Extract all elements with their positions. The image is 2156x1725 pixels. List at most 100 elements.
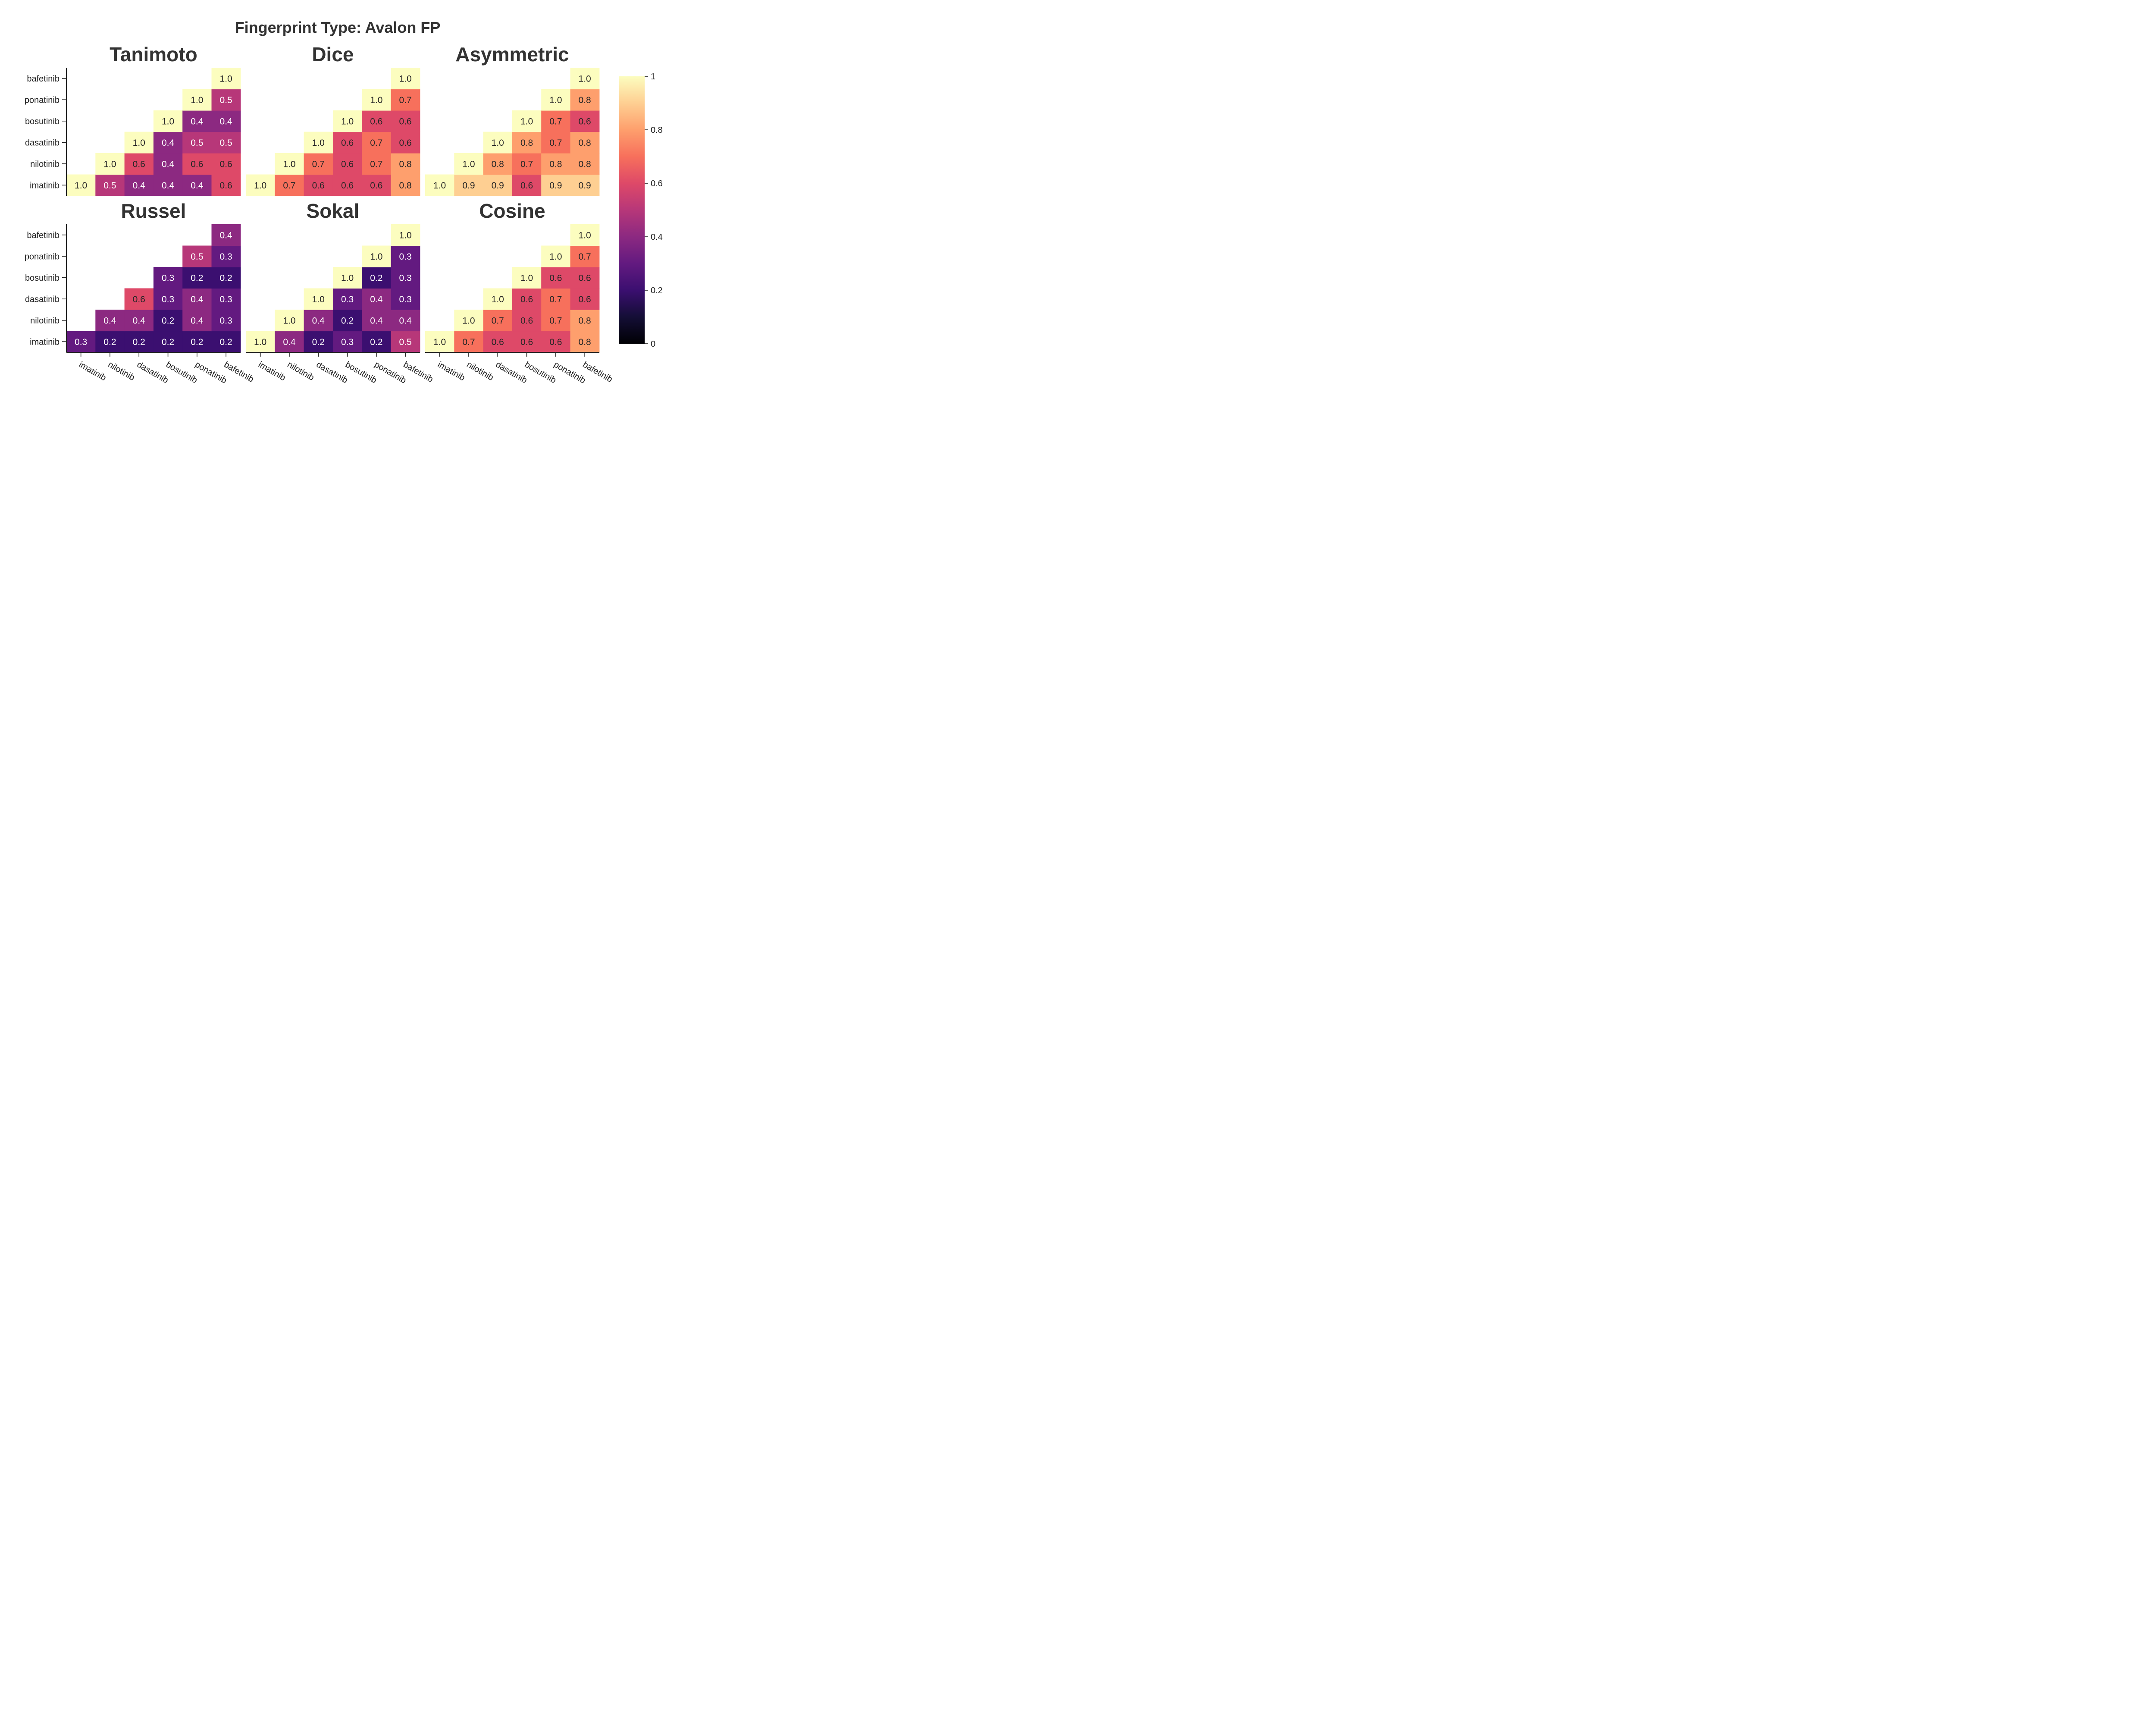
heatmap-cell-asymmetric-nilotinib-ponatinib: [541, 153, 571, 175]
heatmap-cell-russel-nilotinib-bafetinib: [211, 310, 241, 332]
cell-value-label: 0.6: [133, 295, 145, 304]
cell-value-label: 0.4: [133, 181, 146, 191]
cell-value-label: 0.3: [399, 273, 412, 283]
heatmap-cell-russel-nilotinib-nilotinib: [95, 310, 125, 332]
cell-value-label: 0.2: [220, 273, 232, 283]
cell-value-label: 0.6: [341, 181, 354, 191]
y-tick-label: ponatinib: [25, 252, 60, 261]
heatmap-cell-russel-nilotinib-bosutinib: [153, 310, 183, 332]
cell-value-label: 1.0: [433, 181, 446, 191]
colorbar-tick-label: 1: [651, 72, 655, 82]
heatmap-cell-cosine-imatinib-ponatinib: [541, 331, 571, 353]
cell-value-label: 1.0: [133, 138, 145, 148]
heatmap-cell-asymmetric-dasatinib-bosutinib: [512, 132, 542, 154]
panel-russel: Russel 0.3 0.2 0.2 0.2 0.2 0.2 0.4 0.4 0.2 0.4 0.3 0…: [25, 200, 255, 386]
heatmap-cell-russel-ponatinib-ponatinib: [182, 245, 212, 267]
cell-value-label: 0.8: [399, 181, 412, 191]
cell-value-label: 1.0: [283, 316, 295, 326]
heatmap-cell-tanimoto-imatinib-bosutinib: [153, 174, 183, 196]
heatmap-cell-dice-dasatinib-bosutinib: [332, 132, 362, 154]
cell-value-label: 1.0: [341, 116, 354, 126]
cell-value-label: 0.2: [191, 273, 203, 283]
heatmap-cell-cosine-nilotinib-bosutinib: [512, 310, 542, 332]
heatmap-cell-sokal-nilotinib-dasatinib: [304, 310, 333, 332]
cell-value-label: 0.4: [133, 316, 146, 326]
heatmap-cell-dice-imatinib-ponatinib: [362, 174, 392, 196]
heatmap-cell-asymmetric-nilotinib-bosutinib: [512, 153, 542, 175]
heatmap-cell-sokal-nilotinib-ponatinib: [362, 310, 392, 332]
y-tick-label: bosutinib: [25, 117, 60, 126]
heatmap-cell-tanimoto-nilotinib-bafetinib: [211, 153, 241, 175]
cell-value-label: 0.3: [341, 337, 354, 347]
panel-title: Sokal: [307, 200, 360, 222]
heatmap-cell-cosine-nilotinib-ponatinib: [541, 310, 571, 332]
heatmap-cell-sokal-dasatinib-ponatinib: [362, 288, 392, 310]
cell-value-label: 0.7: [492, 316, 504, 326]
heatmap-cell-sokal-nilotinib-bosutinib: [332, 310, 362, 332]
cell-value-label: 1.0: [549, 95, 562, 105]
cell-value-label: 1.0: [370, 95, 382, 105]
heatmap-cell-dice-bafetinib-bafetinib: [391, 68, 420, 90]
panel-dice: Dice 1.0 0.7 0.6 0.6 0.6 0.8 1.0 0.7 0.6 0.7 0.8 1.0…: [246, 43, 420, 196]
cell-value-label: 0.4: [162, 138, 175, 148]
cell-value-label: 0.6: [520, 295, 533, 304]
cell-value-label: 0.7: [370, 159, 382, 169]
cell-value-label: 0.8: [492, 159, 504, 169]
cell-value-label: 0.6: [399, 116, 412, 126]
heatmap-cell-dice-nilotinib-dasatinib: [304, 153, 333, 175]
heatmap-cell-cosine-imatinib-dasatinib: [483, 331, 513, 353]
cell-value-label: 0.9: [549, 181, 562, 191]
cell-value-label: 0.6: [191, 159, 203, 169]
heatmap-cell-sokal-bafetinib-bafetinib: [391, 224, 420, 246]
cell-value-label: 0.2: [370, 273, 382, 283]
heatmap-cell-dice-imatinib-imatinib: [246, 174, 275, 196]
cell-value-label: 0.2: [103, 337, 116, 347]
heatmap-cell-russel-ponatinib-bafetinib: [211, 245, 241, 267]
cell-value-label: 1.0: [549, 252, 562, 262]
heatmap-cell-tanimoto-ponatinib-ponatinib: [182, 89, 212, 111]
cell-value-label: 0.3: [162, 295, 174, 304]
heatmap-cell-russel-bafetinib-bafetinib: [211, 224, 241, 246]
heatmap-cell-dice-bosutinib-bafetinib: [391, 110, 420, 132]
cell-value-label: 0.2: [162, 316, 174, 326]
heatmap-cell-asymmetric-imatinib-ponatinib: [541, 174, 571, 196]
cell-value-label: 0.9: [579, 181, 591, 191]
x-tick-label: dasatinib: [135, 360, 170, 385]
cell-value-label: 1.0: [579, 230, 591, 240]
x-tick-label: nilotinib: [106, 360, 136, 383]
heatmap-cell-asymmetric-dasatinib-bafetinib: [570, 132, 600, 154]
heatmap-cell-russel-bosutinib-bafetinib: [211, 267, 241, 289]
cell-value-label: 1.0: [312, 138, 325, 148]
figure-title: Fingerprint Type: Avalon FP: [235, 19, 441, 36]
cell-value-label: 0.4: [283, 337, 296, 347]
cell-value-label: 0.6: [579, 295, 591, 304]
heatmap-cell-cosine-bosutinib-ponatinib: [541, 267, 571, 289]
cell-value-label: 0.3: [75, 337, 87, 347]
heatmap-cell-tanimoto-nilotinib-bosutinib: [153, 153, 183, 175]
cell-value-label: 0.4: [370, 295, 383, 304]
heatmap-cell-russel-bosutinib-ponatinib: [182, 267, 212, 289]
heatmap-cell-dice-dasatinib-bafetinib: [391, 132, 420, 154]
cell-value-label: 1.0: [103, 159, 116, 169]
cell-value-label: 1.0: [492, 295, 504, 304]
heatmap-cell-tanimoto-nilotinib-dasatinib: [124, 153, 154, 175]
cell-value-label: 0.3: [220, 252, 232, 262]
colorbar-tick-label: 0: [651, 339, 655, 349]
heatmap-cell-asymmetric-imatinib-imatinib: [425, 174, 454, 196]
heatmap-cell-sokal-dasatinib-bafetinib: [391, 288, 420, 310]
cell-value-label: 0.6: [341, 138, 354, 148]
heatmap-cell-asymmetric-imatinib-bafetinib: [570, 174, 600, 196]
cell-value-label: 1.0: [162, 116, 174, 126]
heatmap-cell-tanimoto-bosutinib-bosutinib: [153, 110, 183, 132]
heatmap-cell-sokal-ponatinib-bafetinib: [391, 245, 420, 267]
heatmap-cell-russel-imatinib-ponatinib: [182, 331, 212, 353]
heatmap-cell-asymmetric-nilotinib-bafetinib: [570, 153, 600, 175]
cell-value-label: 0.7: [520, 159, 533, 169]
cell-value-label: 0.2: [191, 337, 203, 347]
cell-value-label: 0.2: [312, 337, 325, 347]
heatmap-cell-russel-imatinib-bosutinib: [153, 331, 183, 353]
y-tick-label: nilotinib: [30, 316, 60, 326]
cell-value-label: 0.4: [191, 316, 204, 326]
cell-value-label: 0.7: [549, 295, 562, 304]
cell-value-label: 1.0: [399, 230, 412, 240]
